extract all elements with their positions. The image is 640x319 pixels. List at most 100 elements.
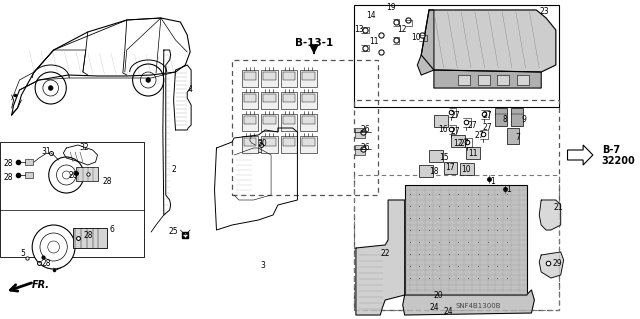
Text: 29: 29 bbox=[553, 258, 563, 268]
Text: 28: 28 bbox=[68, 170, 78, 180]
Bar bbox=[242, 114, 259, 131]
Bar bbox=[458, 75, 470, 85]
Text: SNF4B1300B: SNF4B1300B bbox=[455, 303, 500, 309]
Bar bbox=[354, 175, 559, 310]
Bar bbox=[261, 136, 278, 153]
Text: 15: 15 bbox=[439, 152, 449, 161]
Text: 31: 31 bbox=[41, 146, 51, 155]
Text: 5: 5 bbox=[20, 249, 25, 258]
Text: 11: 11 bbox=[370, 38, 379, 47]
Text: 1: 1 bbox=[507, 186, 511, 195]
Text: 7: 7 bbox=[515, 133, 520, 143]
Circle shape bbox=[32, 225, 75, 269]
Bar bbox=[255, 140, 273, 152]
Polygon shape bbox=[540, 200, 561, 230]
Bar bbox=[261, 92, 278, 109]
Text: 10: 10 bbox=[461, 166, 471, 174]
Bar bbox=[355, 128, 365, 138]
Bar bbox=[283, 72, 296, 80]
Text: 28: 28 bbox=[102, 177, 112, 187]
Text: 27: 27 bbox=[475, 131, 484, 140]
Text: 12: 12 bbox=[454, 139, 463, 149]
Text: 25: 25 bbox=[169, 227, 179, 236]
Text: 17: 17 bbox=[445, 164, 455, 173]
Polygon shape bbox=[417, 10, 434, 75]
Bar bbox=[300, 70, 317, 87]
Text: 24: 24 bbox=[429, 303, 439, 313]
Circle shape bbox=[132, 64, 164, 96]
Text: 1: 1 bbox=[490, 177, 495, 187]
Bar bbox=[263, 94, 276, 102]
Bar bbox=[302, 138, 315, 146]
Bar bbox=[300, 92, 317, 109]
Text: 27: 27 bbox=[451, 110, 460, 120]
Bar bbox=[263, 138, 276, 146]
Text: 14: 14 bbox=[365, 11, 375, 19]
Text: 23: 23 bbox=[540, 8, 549, 17]
Bar bbox=[242, 136, 259, 153]
Bar bbox=[76, 167, 97, 181]
Text: 4: 4 bbox=[188, 85, 193, 94]
Text: 22: 22 bbox=[380, 249, 390, 258]
Bar bbox=[404, 185, 527, 295]
Text: 16: 16 bbox=[438, 125, 447, 135]
Polygon shape bbox=[540, 252, 564, 278]
Bar bbox=[354, 100, 559, 310]
Bar bbox=[244, 138, 257, 146]
Text: 27: 27 bbox=[460, 138, 469, 147]
Bar bbox=[466, 147, 480, 159]
Text: 27: 27 bbox=[483, 122, 492, 131]
Bar bbox=[242, 92, 259, 109]
Bar bbox=[507, 128, 519, 144]
Text: FR.: FR. bbox=[32, 280, 50, 290]
Text: 26: 26 bbox=[361, 125, 371, 135]
Polygon shape bbox=[568, 145, 593, 165]
Text: 28: 28 bbox=[3, 173, 13, 182]
Text: 6: 6 bbox=[109, 226, 115, 234]
Bar bbox=[354, 5, 559, 107]
Bar bbox=[244, 94, 257, 102]
Bar bbox=[283, 116, 296, 124]
Text: 3: 3 bbox=[261, 261, 266, 270]
Bar bbox=[283, 138, 296, 146]
Text: 13: 13 bbox=[354, 26, 364, 34]
Bar bbox=[302, 116, 315, 124]
Text: 20: 20 bbox=[434, 291, 444, 300]
Bar bbox=[26, 172, 33, 178]
Bar bbox=[419, 165, 433, 177]
Bar bbox=[26, 159, 33, 165]
Bar bbox=[300, 114, 317, 131]
Bar bbox=[517, 75, 529, 85]
Circle shape bbox=[49, 157, 84, 193]
Bar bbox=[460, 163, 474, 175]
Text: 8: 8 bbox=[503, 115, 508, 123]
Bar bbox=[302, 72, 315, 80]
Bar bbox=[434, 115, 447, 127]
Bar bbox=[451, 135, 465, 147]
Text: 32: 32 bbox=[79, 143, 89, 152]
Bar bbox=[281, 136, 298, 153]
Text: 18: 18 bbox=[429, 167, 438, 176]
Bar bbox=[300, 136, 317, 153]
Text: 9: 9 bbox=[521, 115, 526, 123]
Text: 24: 24 bbox=[444, 308, 453, 316]
Bar bbox=[263, 72, 276, 80]
Bar bbox=[283, 94, 296, 102]
Bar bbox=[478, 75, 490, 85]
Text: B-13-1: B-13-1 bbox=[295, 38, 333, 48]
Bar bbox=[232, 60, 378, 195]
Text: 21: 21 bbox=[553, 204, 563, 212]
Bar bbox=[281, 70, 298, 87]
Text: 27: 27 bbox=[451, 128, 460, 137]
Bar bbox=[261, 114, 278, 131]
Text: 30: 30 bbox=[257, 138, 267, 147]
Bar bbox=[355, 145, 365, 155]
Bar bbox=[497, 75, 509, 85]
Bar bbox=[244, 116, 257, 124]
Bar bbox=[244, 72, 257, 80]
Bar bbox=[281, 92, 298, 109]
Polygon shape bbox=[434, 70, 541, 88]
Text: 27: 27 bbox=[483, 112, 492, 121]
Text: 11: 11 bbox=[468, 150, 477, 159]
Text: 27: 27 bbox=[467, 122, 477, 130]
